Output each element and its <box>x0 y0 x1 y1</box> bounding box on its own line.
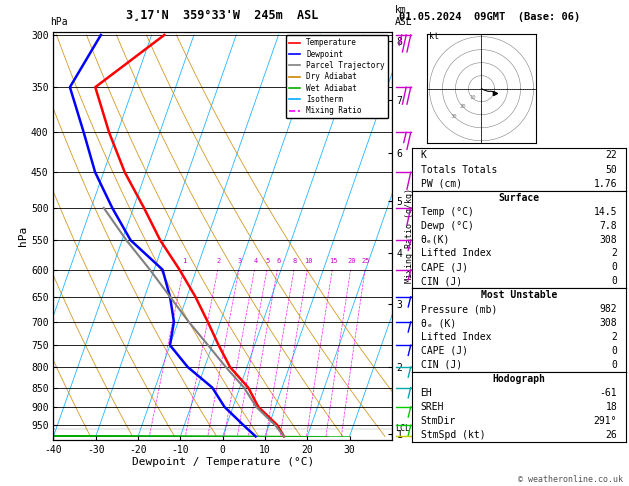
Text: K: K <box>421 150 426 160</box>
Y-axis label: hPa: hPa <box>18 226 28 246</box>
Text: 3¸17'N  359°33'W  245m  ASL: 3¸17'N 359°33'W 245m ASL <box>126 9 319 22</box>
Legend: Temperature, Dewpoint, Parcel Trajectory, Dry Adiabat, Wet Adiabat, Isotherm, Mi: Temperature, Dewpoint, Parcel Trajectory… <box>286 35 388 118</box>
Text: 3: 3 <box>238 258 242 264</box>
Text: θₑ (K): θₑ (K) <box>421 318 456 328</box>
Text: 15: 15 <box>329 258 337 264</box>
Text: 982: 982 <box>599 304 617 314</box>
Text: 0: 0 <box>611 360 617 370</box>
Text: 0: 0 <box>611 262 617 272</box>
Text: 5: 5 <box>266 258 270 264</box>
Text: CAPE (J): CAPE (J) <box>421 346 467 356</box>
Text: Hodograph: Hodograph <box>493 374 545 384</box>
Text: 20: 20 <box>347 258 356 264</box>
Text: 308: 308 <box>599 235 617 244</box>
Text: 7.8: 7.8 <box>599 221 617 231</box>
Text: Temp (°C): Temp (°C) <box>421 207 474 217</box>
Text: 10: 10 <box>469 95 476 100</box>
Text: 4: 4 <box>253 258 258 264</box>
Text: 2: 2 <box>611 248 617 259</box>
Text: PW (cm): PW (cm) <box>421 179 462 189</box>
Text: Pressure (mb): Pressure (mb) <box>421 304 497 314</box>
X-axis label: Dewpoint / Temperature (°C): Dewpoint / Temperature (°C) <box>131 457 314 468</box>
Y-axis label: Mixing Ratio (g/kg): Mixing Ratio (g/kg) <box>405 188 415 283</box>
Text: -61: -61 <box>599 388 617 398</box>
Text: 0: 0 <box>611 346 617 356</box>
Text: CIN (J): CIN (J) <box>421 276 462 286</box>
Text: Surface: Surface <box>498 193 540 203</box>
Text: 30: 30 <box>451 114 457 119</box>
Text: 2: 2 <box>217 258 221 264</box>
Text: 26: 26 <box>606 430 617 440</box>
Text: 2: 2 <box>611 332 617 342</box>
Text: Dewp (°C): Dewp (°C) <box>421 221 474 231</box>
Text: 10: 10 <box>304 258 313 264</box>
Text: 6: 6 <box>276 258 281 264</box>
Text: kt: kt <box>430 32 440 41</box>
Text: 0: 0 <box>611 276 617 286</box>
Text: Totals Totals: Totals Totals <box>421 165 497 174</box>
Text: 22: 22 <box>606 150 617 160</box>
Text: 308: 308 <box>599 318 617 328</box>
Text: 18: 18 <box>606 402 617 412</box>
Text: LCL: LCL <box>395 424 410 434</box>
Text: 14.5: 14.5 <box>594 207 617 217</box>
Text: Lifted Index: Lifted Index <box>421 248 491 259</box>
Text: CIN (J): CIN (J) <box>421 360 462 370</box>
Text: 8: 8 <box>293 258 297 264</box>
Text: θₑ(K): θₑ(K) <box>421 235 450 244</box>
Text: 01.05.2024  09GMT  (Base: 06): 01.05.2024 09GMT (Base: 06) <box>399 12 581 22</box>
Text: km
ASL: km ASL <box>395 5 413 27</box>
Text: 20: 20 <box>460 104 467 109</box>
Text: StmDir: StmDir <box>421 416 456 426</box>
Text: Most Unstable: Most Unstable <box>481 290 557 300</box>
Text: Lifted Index: Lifted Index <box>421 332 491 342</box>
Text: © weatheronline.co.uk: © weatheronline.co.uk <box>518 474 623 484</box>
Text: StmSpd (kt): StmSpd (kt) <box>421 430 485 440</box>
Text: 1: 1 <box>182 258 187 264</box>
Text: 1.76: 1.76 <box>594 179 617 189</box>
Text: CAPE (J): CAPE (J) <box>421 262 467 272</box>
Text: EH: EH <box>421 388 432 398</box>
Text: 25: 25 <box>362 258 370 264</box>
Text: 291°: 291° <box>594 416 617 426</box>
Text: 50: 50 <box>606 165 617 174</box>
Text: hPa: hPa <box>50 17 68 27</box>
Text: SREH: SREH <box>421 402 444 412</box>
